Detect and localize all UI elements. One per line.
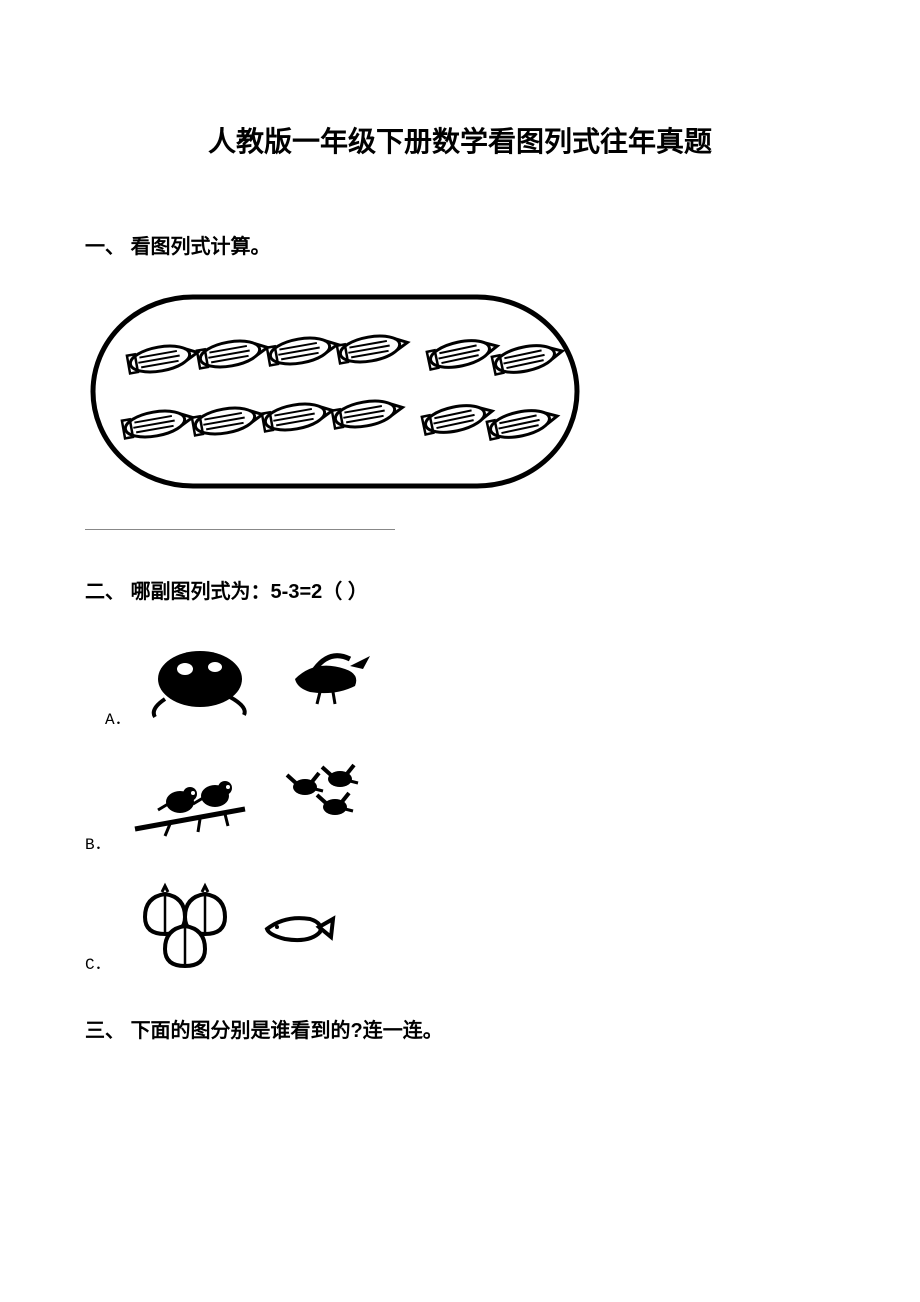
page-title: 人教版一年级下册数学看图列式往年真题	[85, 120, 835, 160]
section-3-header: 三、 下面的图分别是谁看到的?连一连。	[85, 1014, 835, 1043]
section-3-heading: 下面的图分别是谁看到的?连一连。	[131, 1020, 443, 1042]
option-a-label: A．	[105, 705, 135, 729]
section-2: 二、 哪副图列式为：5-3=2（ ） A．	[85, 575, 835, 974]
option-b-row: B．	[85, 749, 835, 854]
section-1-header: 一、 看图列式计算。	[85, 230, 835, 259]
option-c-row: C．	[85, 874, 835, 974]
option-c-label: C．	[85, 950, 115, 974]
section-3-number: 三、	[85, 1020, 125, 1042]
section-2-heading: 哪副图列式为：5-3=2（ ）	[131, 581, 368, 603]
section-1-heading: 看图列式计算。	[131, 236, 271, 258]
section-1: 一、 看图列式计算。	[85, 230, 835, 530]
section-3: 三、 下面的图分别是谁看到的?连一连。	[85, 1014, 835, 1043]
option-a-image	[150, 634, 410, 729]
section-1-number: 一、	[85, 236, 125, 258]
section-2-header: 二、 哪副图列式为：5-3=2（ ）	[85, 575, 835, 604]
option-b-image	[130, 749, 410, 854]
option-a-row: A．	[85, 634, 835, 729]
option-c-image	[130, 874, 370, 974]
pencils-oval-figure	[85, 289, 835, 499]
answer-blank-line	[85, 529, 395, 530]
option-b-label: B．	[85, 830, 115, 854]
section-2-number: 二、	[85, 581, 125, 603]
